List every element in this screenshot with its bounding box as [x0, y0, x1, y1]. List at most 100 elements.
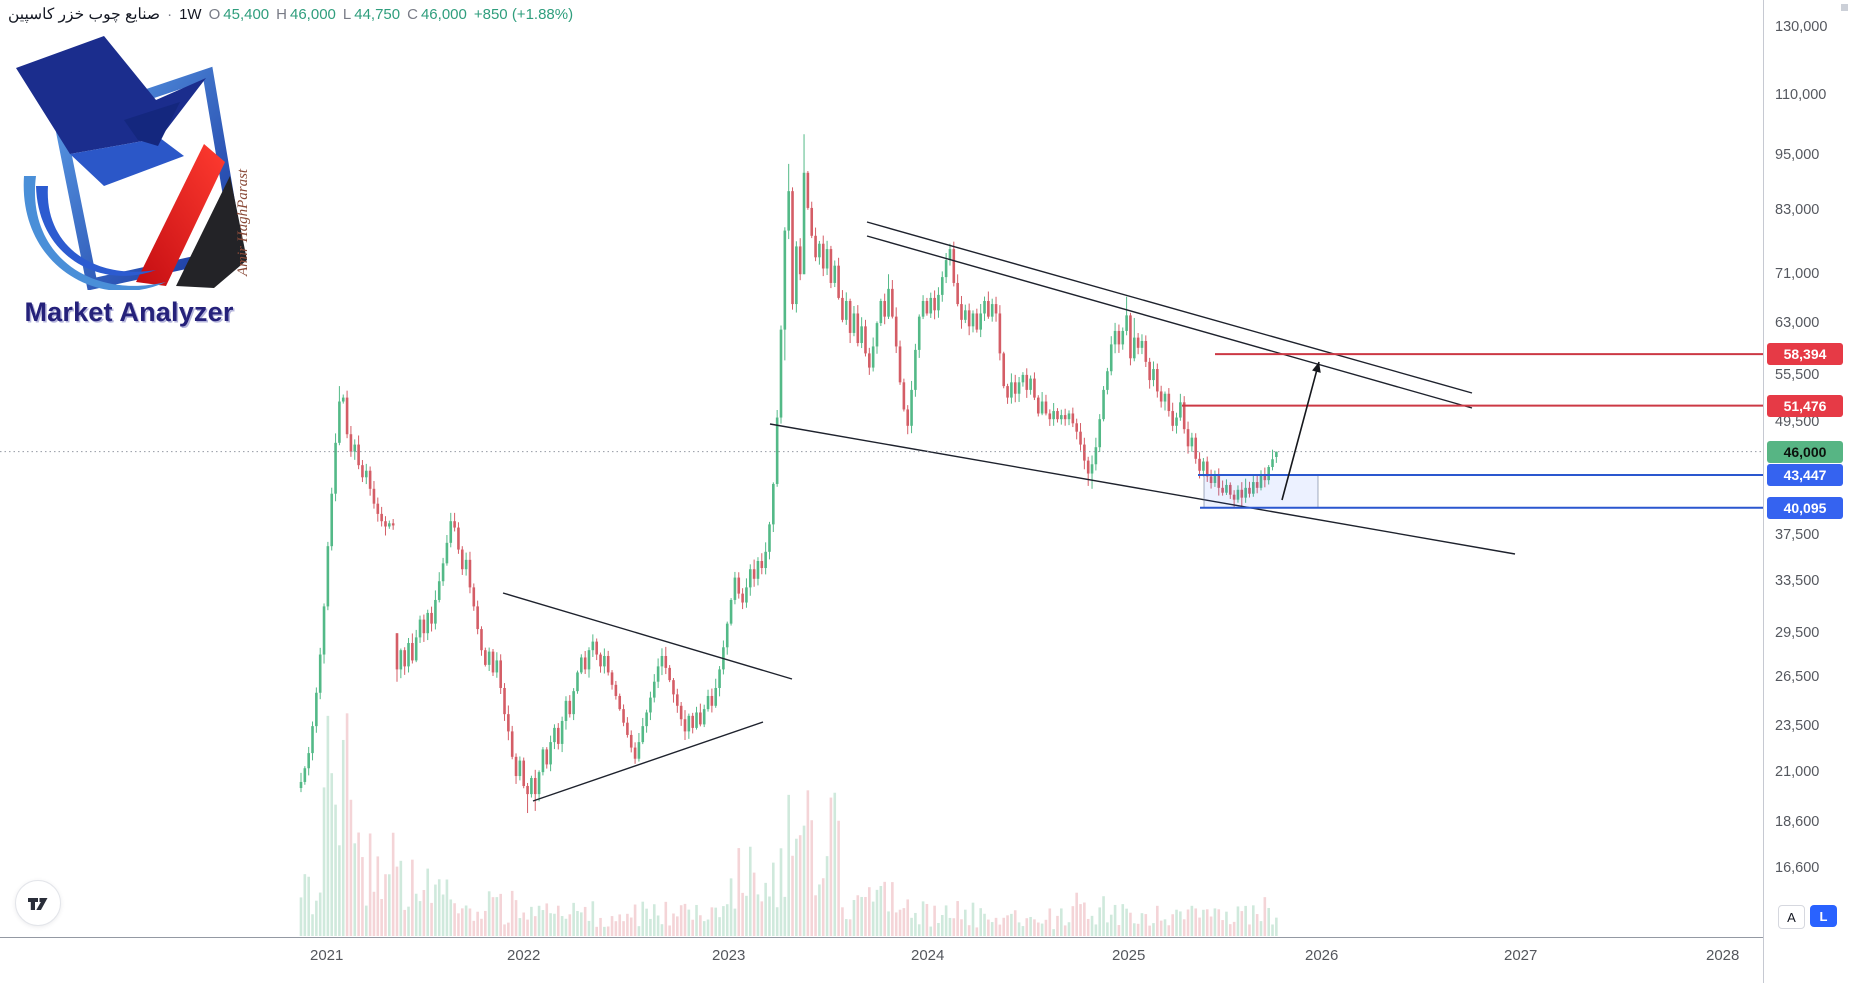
candle-body — [814, 235, 817, 258]
volume-bar — [1248, 924, 1251, 936]
timeframe-label[interactable]: 1W — [179, 6, 202, 23]
volume-bar — [484, 910, 487, 936]
candle-body — [760, 561, 764, 569]
price-axis[interactable]: A L 130,000 110,000 95,000 83,000 71,000 63,0… — [1763, 0, 1853, 983]
candle-body — [614, 684, 618, 696]
candle-body — [883, 300, 886, 317]
volume-bar — [1109, 914, 1113, 936]
candle-body — [1075, 423, 1078, 432]
candle-body — [894, 316, 898, 347]
volume-bar — [1144, 914, 1148, 936]
volume-bar — [775, 907, 779, 936]
candle-body — [737, 577, 741, 594]
scale-mode-buttons: A L — [1778, 905, 1837, 929]
volume-bar — [1071, 906, 1075, 936]
time-tick-2023: 2023 — [712, 947, 746, 964]
volume-bar — [445, 879, 449, 936]
volume-bar — [587, 920, 591, 936]
candle-body — [637, 742, 641, 759]
candle-body — [1060, 415, 1063, 420]
candle-body — [917, 316, 921, 350]
candle-body — [626, 722, 629, 735]
volume-bar — [499, 893, 502, 936]
candle-body — [645, 712, 648, 727]
volume-bar — [326, 715, 330, 936]
volume-bar — [1244, 905, 1247, 936]
candle-body — [979, 313, 982, 330]
candle-body — [679, 705, 683, 720]
volume-bar — [564, 918, 568, 936]
volume-bar — [430, 902, 433, 936]
volume-bar — [395, 866, 399, 936]
volume-bar — [760, 901, 764, 936]
tradingview-logo[interactable] — [15, 880, 61, 926]
open-label: O — [208, 6, 221, 23]
volume-bar — [714, 907, 718, 936]
log-scale-button[interactable]: L — [1810, 905, 1837, 927]
volume-bar — [1075, 892, 1078, 936]
volume-bar — [1228, 924, 1232, 936]
close-label: C — [407, 6, 418, 23]
candle-body — [1036, 397, 1040, 414]
candle-body — [952, 249, 956, 283]
time-tick-2027: 2027 — [1504, 947, 1538, 964]
candlestick-chart[interactable] — [0, 0, 1763, 937]
candle-body — [449, 521, 453, 543]
candle-body — [706, 695, 710, 710]
volume-bar — [307, 876, 310, 936]
candle-body — [422, 619, 426, 634]
volume-bar — [603, 926, 606, 936]
eagle-logo-graphic — [16, 36, 247, 292]
volume-bar — [637, 926, 641, 936]
volume-bar — [388, 874, 391, 936]
time-tick-2021: 2021 — [310, 947, 344, 964]
volume-bar — [1259, 921, 1263, 936]
volume-bar — [1017, 922, 1021, 936]
candle-body — [403, 650, 406, 667]
candle-body — [603, 655, 606, 667]
volume-bar — [725, 904, 729, 936]
resistance-price-badge: 51,476 — [1767, 394, 1843, 417]
volume-bar — [364, 905, 368, 936]
support-price-badge: 43,447 — [1767, 463, 1843, 486]
candle-body — [311, 726, 314, 754]
auto-scale-button[interactable]: A — [1778, 905, 1805, 929]
volume-bar — [852, 899, 856, 936]
volume-bar — [833, 792, 837, 936]
candle-body — [975, 313, 979, 330]
volume-bar — [802, 825, 806, 936]
candle-body — [791, 191, 794, 305]
volume-bar — [376, 856, 380, 936]
volume-bar — [318, 892, 322, 936]
candle-body — [376, 503, 380, 514]
symbol-name[interactable]: صنایع چوب خزر کاسپین — [8, 6, 161, 23]
volume-bar — [583, 906, 587, 936]
candle-body — [856, 313, 860, 344]
volume-bar — [841, 907, 844, 936]
candle-body — [806, 172, 810, 208]
volume-bar — [944, 905, 948, 936]
candle-body — [1144, 340, 1148, 362]
volume-bar — [829, 797, 833, 936]
candle-body — [871, 346, 875, 368]
volume-bar — [1267, 907, 1270, 936]
volume-bar — [783, 896, 787, 936]
candle-body — [503, 687, 506, 715]
low-value: 44,750 — [354, 6, 401, 23]
candle-body — [303, 768, 307, 782]
candle-body — [1063, 415, 1067, 420]
price-tick-110000: 110,000 — [1775, 87, 1827, 104]
volume-bar — [806, 790, 810, 936]
volume-bar — [994, 917, 998, 936]
chart-plot-area[interactable]: Market Analyzer Amir HaghParast صنایع چو… — [0, 0, 1763, 937]
volume-bar — [971, 902, 975, 936]
volume-bar — [1056, 915, 1059, 936]
volume-bar — [660, 924, 664, 936]
projection-arrow — [1281, 361, 1320, 501]
candle-body — [1056, 411, 1059, 420]
volume-bar — [1010, 913, 1013, 936]
candle-body — [464, 559, 468, 570]
volume-bar — [1025, 918, 1029, 936]
candle-body — [1052, 411, 1055, 420]
